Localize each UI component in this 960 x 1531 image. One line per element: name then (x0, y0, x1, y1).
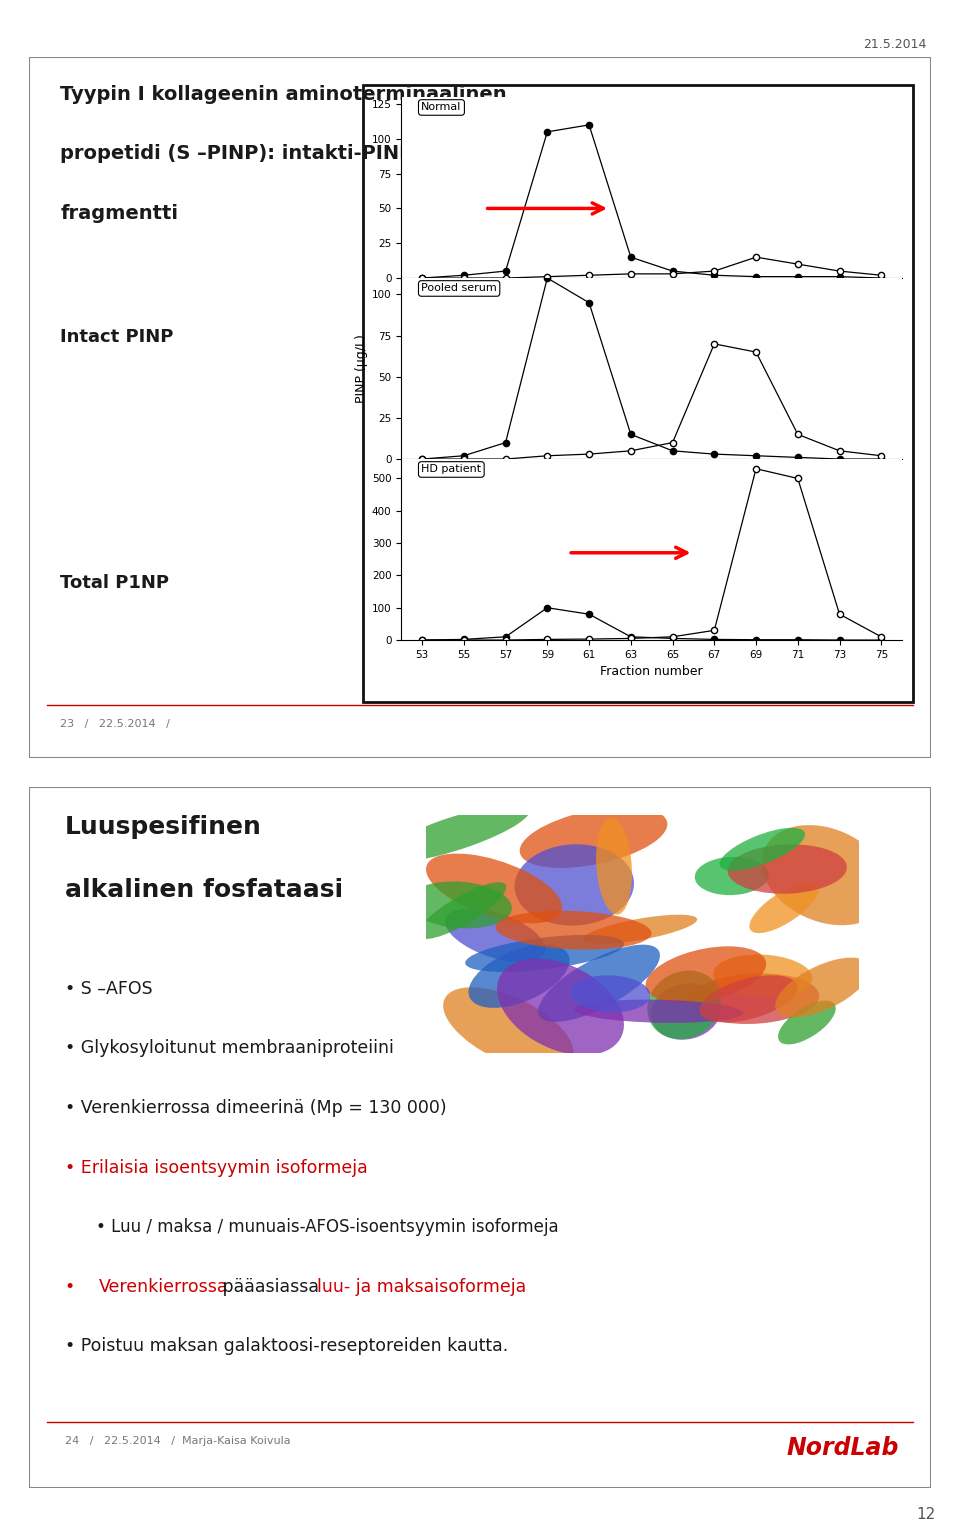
Text: HD patient: HD patient (421, 464, 481, 475)
Ellipse shape (426, 854, 563, 923)
Text: alkalinen fosfataasi: alkalinen fosfataasi (65, 879, 343, 902)
Ellipse shape (495, 911, 652, 949)
Ellipse shape (688, 974, 819, 1024)
Ellipse shape (381, 805, 530, 862)
Ellipse shape (539, 945, 660, 1021)
Ellipse shape (776, 957, 870, 1017)
Text: Normal: Normal (421, 103, 462, 112)
Text: Luuspesifinen: Luuspesifinen (65, 814, 262, 839)
Text: • Luu / maksa / munuais-AFOS-isoentsyymin isoformeja: • Luu / maksa / munuais-AFOS-isoentsyymi… (96, 1219, 559, 1236)
Text: luu- ja maksaisoformeja: luu- ja maksaisoformeja (318, 1278, 527, 1295)
Text: NordLab: NordLab (787, 1436, 900, 1459)
Text: 23   /   22.5.2014   /: 23 / 22.5.2014 / (60, 720, 170, 729)
Ellipse shape (750, 882, 819, 932)
Ellipse shape (570, 975, 650, 1012)
Ellipse shape (651, 983, 721, 1040)
Ellipse shape (645, 946, 766, 1003)
Ellipse shape (700, 975, 798, 1023)
Ellipse shape (466, 935, 624, 972)
Text: pääasiassa: pääasiassa (217, 1278, 324, 1295)
Ellipse shape (418, 882, 506, 939)
Ellipse shape (497, 958, 624, 1055)
Ellipse shape (647, 971, 722, 1040)
Ellipse shape (695, 857, 769, 896)
Ellipse shape (519, 807, 667, 868)
Ellipse shape (468, 945, 569, 1007)
Ellipse shape (515, 844, 634, 926)
Ellipse shape (720, 828, 805, 871)
Ellipse shape (728, 844, 847, 894)
Text: • S –AFOS: • S –AFOS (65, 980, 153, 998)
Ellipse shape (445, 908, 545, 961)
Text: 24   /   22.5.2014   /  Marja-Kaisa Koivula: 24 / 22.5.2014 / Marja-Kaisa Koivula (65, 1436, 291, 1445)
Text: • Glykosyloitunut membraaniproteiini: • Glykosyloitunut membraaniproteiini (65, 1040, 394, 1058)
Ellipse shape (408, 882, 512, 928)
Text: • Verenkierrossa dimeerinä (Mp = 130 000): • Verenkierrossa dimeerinä (Mp = 130 000… (65, 1099, 446, 1118)
Ellipse shape (583, 914, 697, 945)
X-axis label: Fraction number: Fraction number (600, 666, 703, 678)
Text: Tyypin I kollageenin aminoterminaalinen: Tyypin I kollageenin aminoterminaalinen (60, 84, 507, 104)
Text: • Erilaisia isoentsyymin isoformeja: • Erilaisia isoentsyymin isoformeja (65, 1159, 368, 1176)
Bar (363, 84, 913, 701)
Ellipse shape (713, 954, 812, 998)
Y-axis label: PINP (µg/L): PINP (µg/L) (354, 334, 368, 403)
Ellipse shape (761, 825, 889, 925)
Ellipse shape (778, 1001, 836, 1044)
Ellipse shape (596, 818, 632, 914)
Text: 12: 12 (917, 1507, 936, 1522)
Text: fragmentti: fragmentti (60, 204, 179, 224)
Text: 21.5.2014: 21.5.2014 (863, 37, 926, 51)
Ellipse shape (444, 987, 573, 1070)
Text: Verenkierrossa: Verenkierrossa (99, 1278, 228, 1295)
Text: • Poistuu maksan galaktoosi-reseptoreiden kautta.: • Poistuu maksan galaktoosi-reseptoreide… (65, 1338, 508, 1355)
Text: •: • (65, 1278, 81, 1295)
Text: Total P1NP: Total P1NP (60, 574, 169, 591)
Text: Intact PINP: Intact PINP (60, 328, 174, 346)
Text: propetidi (S –PINP): intakti-PINP ja Col1-: propetidi (S –PINP): intakti-PINP ja Col… (60, 144, 503, 164)
Text: Pooled serum: Pooled serum (421, 283, 497, 294)
Ellipse shape (574, 1000, 744, 1023)
